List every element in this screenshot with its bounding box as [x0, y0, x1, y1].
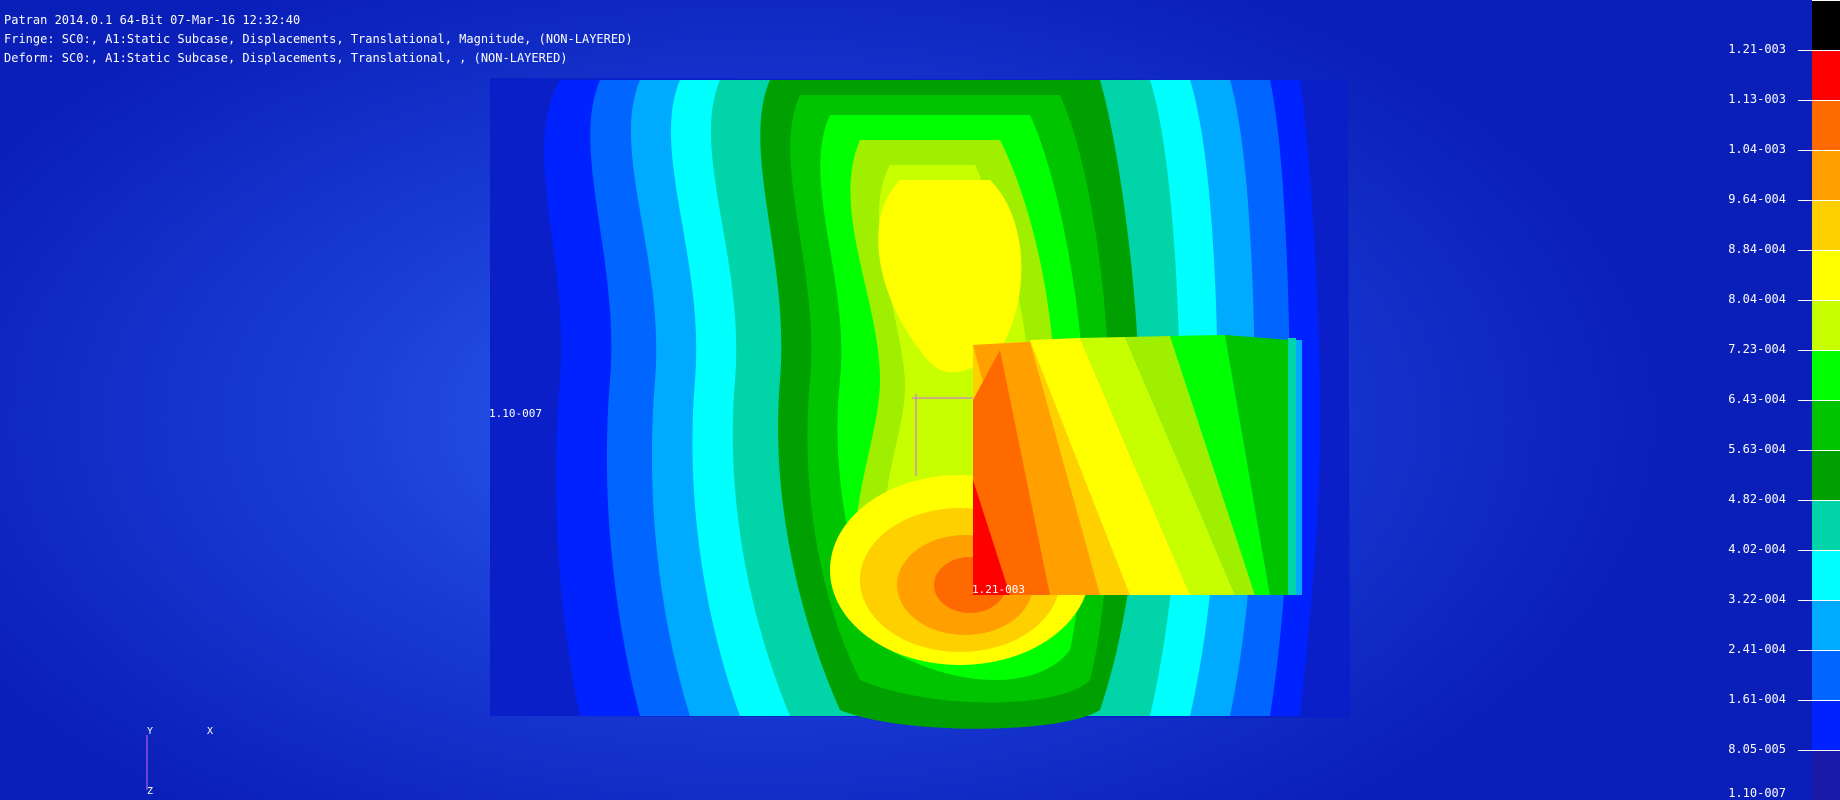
legend-swatch-top: [1812, 0, 1840, 50]
deform-line: Deform: SC0:, A1:Static Subcase, Displac…: [4, 51, 568, 65]
legend-swatch: [1812, 400, 1840, 450]
legend-swatch: [1812, 150, 1840, 200]
legend-label: 1.13-003: [1728, 92, 1786, 106]
title-line: Patran 2014.0.1 64-Bit 07-Mar-16 12:32:4…: [4, 13, 301, 27]
legend-swatch: [1812, 750, 1840, 800]
legend-tick: [1798, 550, 1812, 551]
legend-tick: [1798, 300, 1812, 301]
legend-label: 4.02-004: [1728, 542, 1786, 556]
legend-swatch: [1812, 550, 1840, 600]
legend-tick: [1798, 450, 1812, 451]
legend-label: 8.84-004: [1728, 242, 1786, 256]
legend-label: 6.43-004: [1728, 392, 1786, 406]
legend-label: 8.04-004: [1728, 292, 1786, 306]
flap-light-green: [1080, 337, 1235, 595]
flap-dark-green: [1225, 335, 1290, 595]
legend-swatch: [1812, 200, 1840, 250]
legend-swatch: [1812, 350, 1840, 400]
legend-tick: [1798, 700, 1812, 701]
legend-label: 9.64-004: [1728, 192, 1786, 206]
legend-tick: [1798, 350, 1812, 351]
legend-label: 1.21-003: [1728, 42, 1786, 56]
fringe-line: Fringe: SC0:, A1:Static Subcase, Displac…: [4, 32, 633, 46]
legend-tick: [1798, 150, 1812, 151]
legend-label: 5.63-004: [1728, 442, 1786, 456]
legend-colorbar: [1812, 0, 1840, 800]
legend-tick: [1798, 600, 1812, 601]
legend-swatch: [1812, 500, 1840, 550]
flap-edge-outer: [1296, 340, 1302, 595]
flap-green-yellow: [1125, 336, 1255, 595]
legend-tick: [1798, 250, 1812, 251]
flap-dark-orange: [973, 350, 1050, 595]
axis-z-label: Z: [147, 786, 154, 797]
legend-swatch: [1812, 100, 1840, 150]
legend-label: 3.22-004: [1728, 592, 1786, 606]
legend-label: 1.61-004: [1728, 692, 1786, 706]
legend-tick: [1798, 500, 1812, 501]
legend-swatch: [1812, 50, 1840, 100]
legend-tick: [1798, 750, 1812, 751]
flap-yellow: [1030, 338, 1190, 595]
legend-swatch: [1812, 600, 1840, 650]
legend-swatch: [1812, 700, 1840, 750]
min-value-label: 1.10-007: [489, 407, 542, 420]
legend-tick: [1798, 650, 1812, 651]
legend-swatch: [1812, 250, 1840, 300]
flap-green: [1170, 335, 1270, 595]
legend-tick: [1798, 50, 1812, 51]
legend-swatch: [1812, 300, 1840, 350]
flap-red: [973, 480, 1010, 595]
legend-swatch: [1812, 450, 1840, 500]
legend-tick: [1798, 100, 1812, 101]
legend-tick: [1798, 400, 1812, 401]
max-value-label: 1.21-003: [972, 583, 1025, 596]
legend-label: 8.05-005: [1728, 742, 1786, 756]
legend-tick: [1798, 200, 1812, 201]
axis-x-label: X: [207, 726, 214, 737]
legend-label: 4.82-004: [1728, 492, 1786, 506]
legend-label: 1.04-003: [1728, 142, 1786, 156]
axis-y-label: Y: [147, 726, 154, 737]
legend-label: 7.23-004: [1728, 342, 1786, 356]
contour-band-11: [878, 180, 1022, 373]
flap-edge: [1288, 338, 1296, 595]
legend-label: 1.10-007: [1728, 786, 1786, 800]
legend-label: 2.41-004: [1728, 642, 1786, 656]
legend-swatch: [1812, 650, 1840, 700]
